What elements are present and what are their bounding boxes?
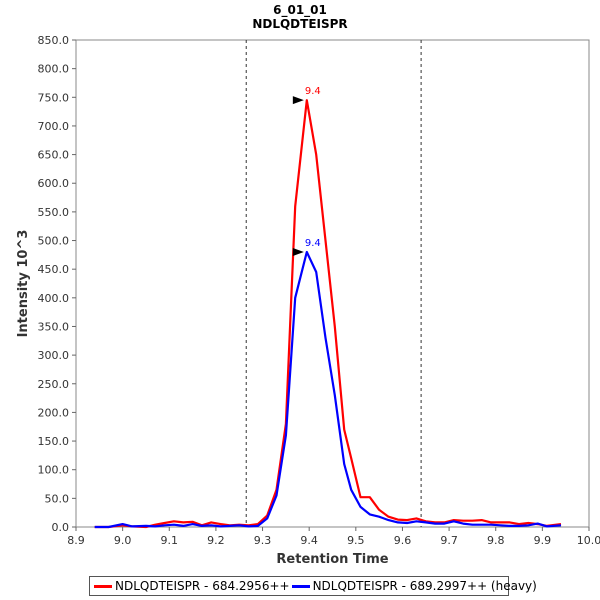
chart-legend: NDLQDTEISPR - 684.2956++ NDLQDTEISPR - 6… bbox=[89, 576, 537, 596]
y-tick-label: 150.0 bbox=[38, 435, 70, 448]
y-tick-label: 100.0 bbox=[38, 464, 70, 477]
x-tick-label: 9.4 bbox=[300, 534, 318, 547]
y-tick-label: 800.0 bbox=[38, 63, 70, 76]
legend-swatch-heavy bbox=[291, 584, 310, 588]
x-tick-label: 9.9 bbox=[534, 534, 552, 547]
y-tick-label: 850.0 bbox=[38, 34, 70, 47]
y-tick-label: 700.0 bbox=[38, 120, 70, 133]
y-tick-label: 550.0 bbox=[38, 206, 70, 219]
y-tick-label: 350.0 bbox=[38, 320, 70, 333]
y-tick-label: 50.0 bbox=[45, 492, 70, 505]
x-tick-label: 9.2 bbox=[207, 534, 225, 547]
x-tick-label: 9.7 bbox=[440, 534, 458, 547]
legend-item-light: NDLQDTEISPR - 684.2956++ bbox=[94, 579, 290, 593]
peak-label-light: 9.4 bbox=[305, 86, 321, 97]
y-tick-label: 200.0 bbox=[38, 406, 70, 419]
peak-marker-heavy bbox=[292, 247, 304, 256]
y-tick-label: 500.0 bbox=[38, 235, 70, 248]
legend-label-light: NDLQDTEISPR - 684.2956++ bbox=[115, 579, 290, 593]
x-tick-label: 8.9 bbox=[67, 534, 85, 547]
series-line-light bbox=[94, 99, 562, 529]
y-tick-label: 650.0 bbox=[38, 149, 70, 162]
y-tick-label: 400.0 bbox=[38, 292, 70, 305]
x-tick-label: 9.1 bbox=[161, 534, 179, 547]
x-axis-label: Retention Time bbox=[276, 552, 388, 567]
x-tick-label: 9.6 bbox=[394, 534, 412, 547]
legend-item-heavy: NDLQDTEISPR - 689.2997++ (heavy) bbox=[291, 579, 537, 593]
y-tick-label: 300.0 bbox=[38, 349, 70, 362]
peak-label-heavy: 9.4 bbox=[305, 238, 321, 249]
legend-label-heavy: NDLQDTEISPR - 689.2997++ (heavy) bbox=[312, 579, 537, 593]
y-tick-label: 250.0 bbox=[38, 378, 70, 391]
peak-marker-light bbox=[292, 96, 304, 105]
x-tick-label: 9.0 bbox=[114, 534, 132, 547]
y-tick-label: 450.0 bbox=[38, 263, 70, 276]
y-tick-label: 600.0 bbox=[38, 177, 70, 190]
legend-swatch-light bbox=[94, 584, 112, 588]
chart-title: 6_01_01 bbox=[273, 3, 327, 17]
x-tick-label: 9.3 bbox=[254, 534, 272, 547]
y-tick-label: 750.0 bbox=[38, 91, 70, 104]
x-tick-label: 9.8 bbox=[487, 534, 505, 547]
x-tick-label: 9.5 bbox=[347, 534, 365, 547]
y-tick-label: 0.0 bbox=[52, 521, 70, 534]
chart-subtitle: NDLQDTEISPR bbox=[252, 17, 348, 31]
y-axis-label: Intensity 10^3 bbox=[16, 230, 31, 338]
x-tick-label: 10.0 bbox=[577, 534, 600, 547]
series-line-heavy bbox=[94, 250, 562, 529]
plot-area bbox=[75, 39, 590, 528]
